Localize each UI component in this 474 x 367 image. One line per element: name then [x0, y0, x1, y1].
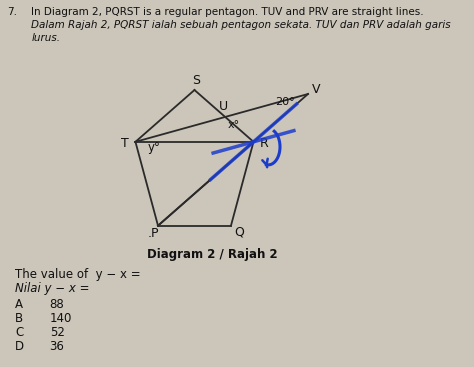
- Text: lurus.: lurus.: [31, 33, 61, 43]
- Text: R: R: [260, 137, 269, 150]
- Text: 7.: 7.: [7, 7, 17, 17]
- Text: C: C: [15, 326, 23, 339]
- Text: Diagram 2 / Rajah 2: Diagram 2 / Rajah 2: [147, 248, 278, 261]
- Text: The value of  y − x =: The value of y − x =: [15, 268, 140, 281]
- Text: B: B: [15, 312, 23, 325]
- Text: U: U: [219, 101, 228, 113]
- Text: y°: y°: [147, 141, 160, 155]
- Text: S: S: [192, 73, 200, 87]
- Text: 52: 52: [50, 326, 64, 339]
- Text: D: D: [15, 340, 24, 353]
- Text: In Diagram 2, PQRST is a regular pentagon. TUV and PRV are straight lines.: In Diagram 2, PQRST is a regular pentago…: [31, 7, 424, 17]
- Text: x°: x°: [228, 120, 239, 130]
- Text: 36: 36: [50, 340, 64, 353]
- Text: Nilai y − x =: Nilai y − x =: [15, 282, 90, 295]
- Text: 88: 88: [50, 298, 64, 311]
- Text: Q: Q: [234, 225, 244, 238]
- Text: A: A: [15, 298, 23, 311]
- Text: Dalam Rajah 2, PQRST ialah sebuah pentagon sekata. TUV dan PRV adalah garis: Dalam Rajah 2, PQRST ialah sebuah pentag…: [31, 20, 451, 30]
- Text: 140: 140: [50, 312, 72, 325]
- Text: 20°: 20°: [275, 97, 295, 107]
- Text: V: V: [312, 83, 320, 97]
- Text: .P: .P: [148, 227, 160, 240]
- Text: T: T: [121, 137, 128, 150]
